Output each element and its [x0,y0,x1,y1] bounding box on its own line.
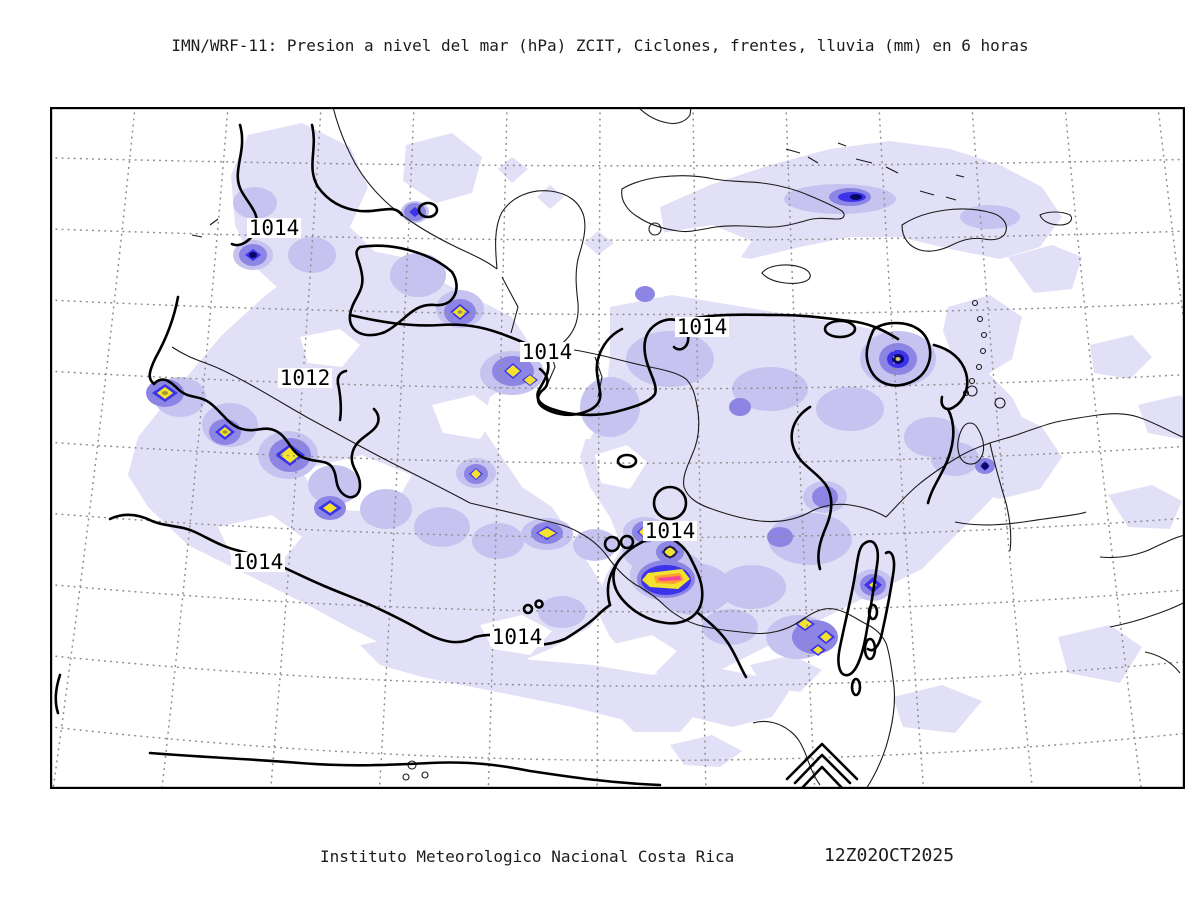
isobar-label-backing [520,342,574,362]
isobar-label: 1014 [249,216,300,240]
isobar-label: 1014 [492,625,543,649]
isobar-label: 1014 [645,519,696,543]
isobar-label-backing [675,317,729,337]
graticule [50,107,1185,789]
isobar-label: 1014 [233,550,284,574]
footer-institution: Instituto Meteorologico Nacional Costa R… [320,847,735,866]
isobar-label: 1012 [280,366,331,390]
isobar-layer [54,123,969,789]
isobar-label: 1014 [522,340,573,364]
footer-timestamp: 12Z02OCT2025 [824,845,955,866]
rain-core-layer [249,194,989,470]
chart-title: IMN/WRF-11: Presion a nivel del mar (hPa… [171,36,1029,55]
isobar-label-backing [278,368,332,388]
isobar-label-backing [231,552,285,572]
map-frame: 1014 1012 1014 1014 1014 1014 1014 [50,107,1185,789]
rain-extreme-layer [157,306,901,654]
isobar-label-backing [490,627,544,647]
map-canvas: 1014 1012 1014 1014 1014 1014 1014 [50,107,1185,789]
isobar-label-backing [643,521,697,541]
isobar-label: 1014 [677,315,728,339]
isobar-labels: 1014 1012 1014 1014 1014 1014 1014 [231,216,729,649]
isobar-label-backing [247,218,301,238]
map-border [50,107,1185,789]
